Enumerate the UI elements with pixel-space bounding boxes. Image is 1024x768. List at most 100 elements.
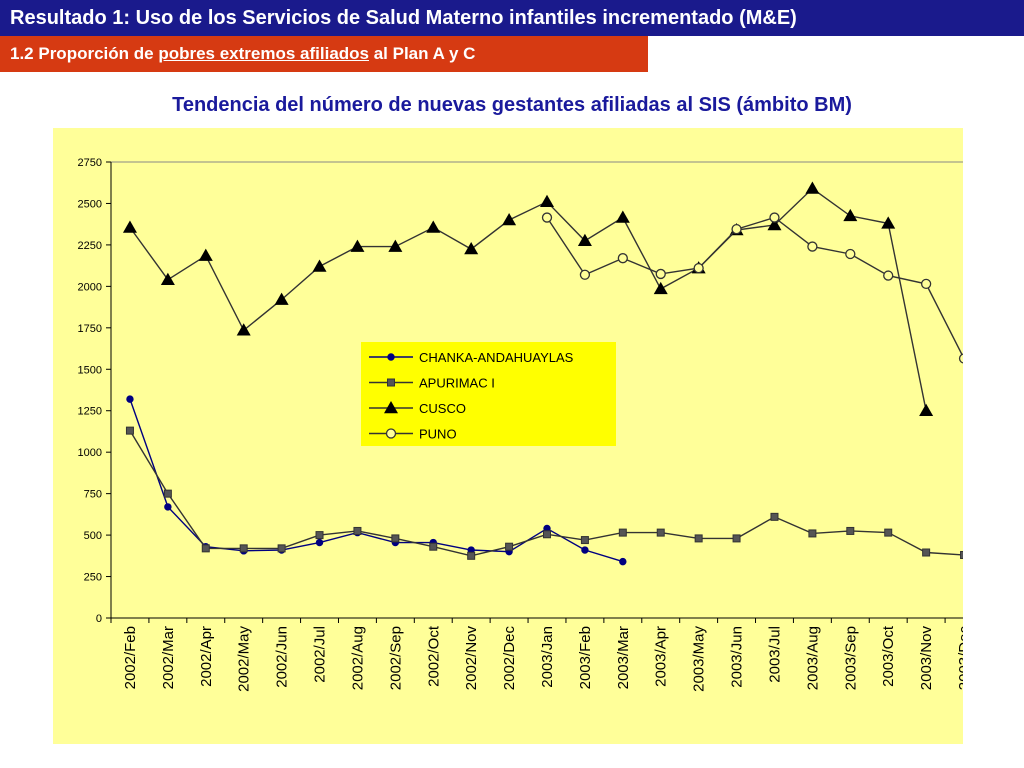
data-point-puno bbox=[920, 278, 932, 290]
legend-item-apurimac-i: APURIMAC I bbox=[369, 376, 495, 391]
legend-item-cusco: CUSCO bbox=[369, 401, 466, 416]
data-point-apurimac-i bbox=[732, 534, 741, 543]
data-point-cusco bbox=[805, 181, 820, 194]
x-tick-label: 2002/Aug bbox=[349, 626, 366, 690]
subtitle-underlined: pobres extremos afiliados bbox=[158, 44, 369, 63]
legend-item-puno: PUNO bbox=[369, 427, 457, 442]
y-tick-label: 1750 bbox=[78, 323, 102, 335]
series-group bbox=[122, 181, 963, 566]
data-point-apurimac-i bbox=[543, 530, 551, 539]
y-tick-label: 1500 bbox=[78, 364, 102, 376]
legend-label: CUSCO bbox=[419, 401, 466, 416]
x-tick-label: 2002/Feb bbox=[122, 626, 139, 689]
data-point-puno bbox=[693, 262, 704, 274]
y-tick-label: 1250 bbox=[78, 406, 102, 418]
data-point-cusco bbox=[350, 239, 365, 252]
slide-title: Resultado 1: Uso de los Servicios de Sal… bbox=[0, 0, 1024, 36]
data-point-cusco bbox=[615, 210, 630, 223]
y-tick-label: 250 bbox=[84, 572, 102, 584]
data-point-cusco bbox=[388, 239, 403, 252]
subtitle-suffix: al Plan A y C bbox=[369, 44, 476, 63]
data-point-puno bbox=[655, 268, 666, 280]
x-tick-label: 2002/Mar bbox=[160, 626, 177, 689]
legend-label: APURIMAC I bbox=[419, 376, 495, 391]
y-tick-label: 2750 bbox=[78, 157, 102, 169]
x-tick-label: 2002/Nov bbox=[463, 626, 480, 691]
data-point-puno bbox=[807, 241, 818, 252]
data-point-apurimac-i bbox=[315, 531, 324, 540]
legend-swatch-marker bbox=[384, 401, 398, 414]
x-tick-label: 2002/May bbox=[236, 626, 253, 692]
y-tick-label: 750 bbox=[84, 489, 102, 501]
data-point-cusco bbox=[426, 220, 441, 233]
data-point-cusco bbox=[464, 242, 479, 255]
legend-swatch-marker bbox=[387, 353, 395, 361]
data-point-puno bbox=[769, 212, 780, 223]
data-point-chanka-andahuaylas bbox=[619, 557, 627, 566]
data-point-puno bbox=[731, 224, 742, 235]
data-point-cusco bbox=[767, 218, 782, 231]
x-tick-label: 2002/Dec bbox=[501, 626, 518, 691]
x-tick-label: 2003/May bbox=[691, 626, 708, 692]
legend-item-chanka-andahuaylas: CHANKA-ANDAHUAYLAS bbox=[369, 350, 574, 365]
data-point-apurimac-i bbox=[125, 426, 134, 435]
series-line-puno bbox=[546, 216, 963, 359]
y-tick-label: 2250 bbox=[78, 240, 102, 252]
data-point-apurimac-i bbox=[505, 542, 514, 551]
data-point-cusco bbox=[274, 292, 289, 305]
data-point-cusco bbox=[577, 233, 592, 247]
data-point-apurimac-i bbox=[163, 489, 172, 498]
data-point-apurimac-i bbox=[694, 534, 703, 543]
x-tick-label: 2003/Nov bbox=[918, 626, 935, 691]
data-point-puno bbox=[617, 253, 628, 264]
data-point-apurimac-i bbox=[429, 542, 438, 551]
x-tick-label: 2003/Aug bbox=[804, 626, 821, 690]
data-point-cusco bbox=[653, 281, 668, 295]
data-point-chanka-andahuaylas bbox=[581, 546, 589, 554]
data-point-cusco bbox=[312, 259, 327, 272]
x-tick-label: 2003/Sep bbox=[842, 626, 859, 690]
data-point-cusco bbox=[540, 194, 554, 208]
data-point-chanka-andahuaylas bbox=[315, 538, 324, 547]
chart-title: Tendencia del número de nuevas gestantes… bbox=[172, 94, 852, 116]
legend-swatch-marker bbox=[385, 428, 397, 439]
data-point-puno bbox=[541, 212, 553, 223]
data-point-cusco bbox=[502, 213, 517, 226]
series-apurimac-i bbox=[125, 426, 963, 560]
x-tick-label: 2002/Sep bbox=[387, 626, 404, 690]
data-point-apurimac-i bbox=[808, 529, 817, 538]
legend-label: CHANKA-ANDAHUAYLAS bbox=[419, 350, 574, 365]
x-tick-label: 2003/Apr bbox=[653, 626, 670, 687]
data-point-cusco bbox=[881, 216, 896, 229]
data-point-apurimac-i bbox=[618, 528, 627, 537]
series-puno bbox=[541, 212, 963, 364]
data-point-puno bbox=[579, 269, 591, 280]
data-point-apurimac-i bbox=[239, 544, 248, 553]
data-point-cusco bbox=[160, 272, 175, 285]
x-tick-label: 2003/Feb bbox=[577, 626, 594, 689]
x-tick-label: 2003/Jun bbox=[729, 626, 746, 688]
data-point-chanka-andahuaylas bbox=[164, 503, 172, 511]
data-point-apurimac-i bbox=[467, 551, 476, 560]
axes: 0 250 500 750 1000 1250 1500 1750 2000 2250 2500 27… bbox=[78, 157, 963, 692]
x-tick-label: 2003/Mar bbox=[615, 626, 632, 689]
data-point-apurimac-i bbox=[580, 536, 589, 545]
data-point-apurimac-i bbox=[277, 544, 286, 553]
data-point-apurimac-i bbox=[884, 528, 893, 537]
legend-swatch-marker bbox=[387, 378, 395, 387]
data-point-cusco bbox=[198, 248, 213, 261]
data-point-cusco bbox=[122, 220, 137, 233]
y-tick-label: 1000 bbox=[78, 447, 102, 459]
series-line-cusco bbox=[129, 187, 927, 411]
legend: CHANKA-ANDAHUAYLAS APURIMAC I CUSCO PUNO bbox=[361, 342, 616, 446]
data-point-apurimac-i bbox=[846, 526, 855, 535]
subtitle-prefix: 1.2 Proporción de bbox=[10, 44, 159, 63]
data-point-cusco bbox=[919, 403, 934, 416]
x-tick-label: 2002/Oct bbox=[425, 625, 442, 687]
y-tick-label: 0 bbox=[96, 613, 102, 625]
x-tick-label: 2003/Jul bbox=[766, 626, 783, 683]
data-point-apurimac-i bbox=[391, 534, 400, 543]
x-tick-label: 2002/Apr bbox=[198, 626, 215, 687]
data-point-apurimac-i bbox=[922, 548, 931, 557]
data-point-apurimac-i bbox=[960, 550, 963, 559]
